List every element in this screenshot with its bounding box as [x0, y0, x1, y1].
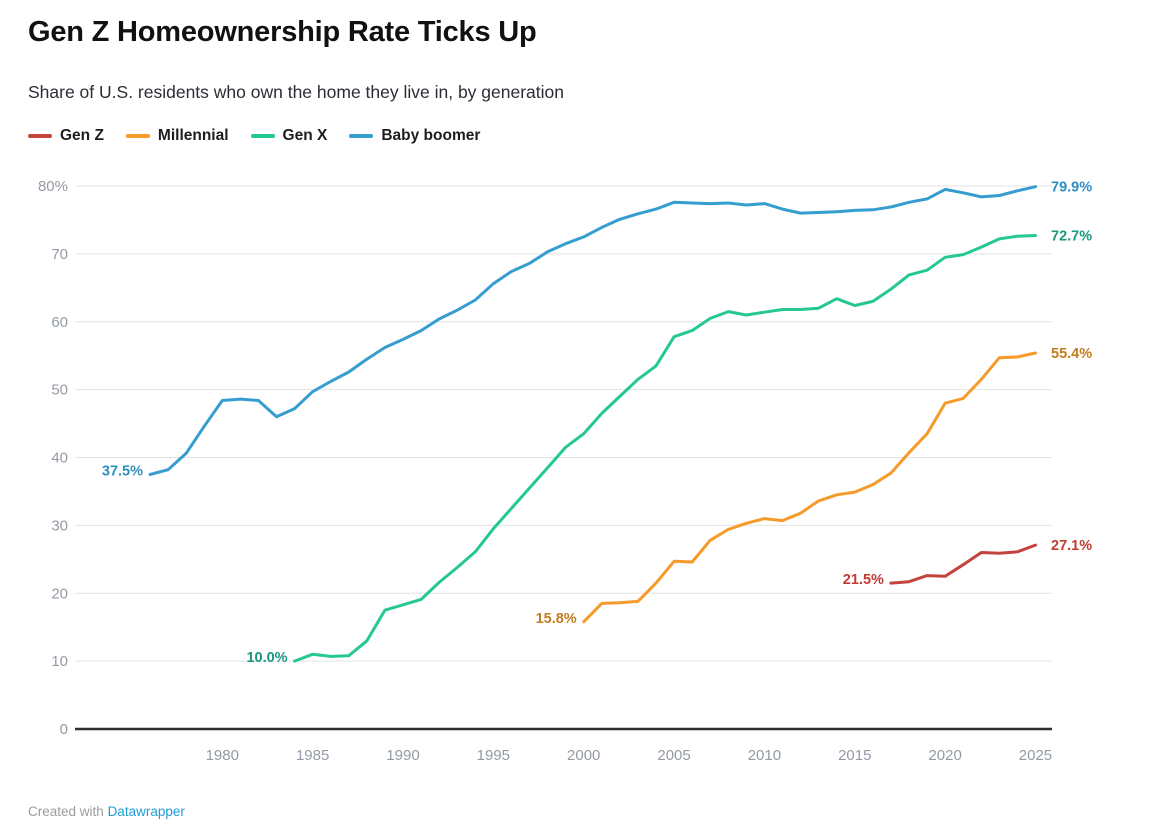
x-tick-label: 2020 [928, 747, 961, 764]
legend-label: Gen X [282, 127, 328, 144]
datawrapper-link[interactable]: Datawrapper [107, 804, 185, 819]
x-tick-label: 1980 [206, 747, 239, 764]
series-end-label: 79.9% [1051, 180, 1092, 196]
x-tick-label: 2000 [567, 747, 600, 764]
y-tick-label: 30 [51, 517, 68, 534]
y-tick-label: 70 [51, 246, 68, 263]
x-tick-label: 1990 [386, 747, 419, 764]
legend-swatch-gen-z [28, 134, 52, 138]
attribution: Created with Datawrapper [28, 804, 185, 819]
series-end-label: 55.4% [1051, 346, 1092, 362]
legend-item-millennial: Millennial [125, 127, 229, 145]
legend-swatch-gen-x [250, 134, 275, 138]
attribution-prefix: Created with [28, 804, 104, 819]
x-tick-label: 2005 [657, 747, 690, 764]
x-tick-label: 1985 [296, 747, 329, 764]
chart-subtitle: Share of U.S. residents who own the home… [28, 82, 564, 102]
legend-label: Millennial [157, 127, 229, 144]
y-tick-label: 0 [60, 721, 68, 738]
series-start-label: 10.0% [246, 650, 287, 666]
y-tick-label: 50 [51, 382, 68, 399]
legend-swatch-baby-boomer [349, 134, 374, 138]
series-line-gen-z [889, 543, 1037, 585]
series-line-gen-x [293, 234, 1037, 663]
x-tick-label: 2025 [1019, 747, 1052, 764]
chart-legend: Gen Z Millennial Gen X Baby boomer [28, 127, 480, 145]
series-start-label: 15.8% [536, 611, 577, 627]
series-end-label: 27.1% [1051, 538, 1092, 554]
legend-label: Gen Z [60, 127, 104, 144]
page-title: Gen Z Homeownership Rate Ticks Up [28, 16, 537, 48]
y-tick-label: 80% [38, 178, 68, 195]
y-tick-label: 60 [51, 314, 68, 331]
legend-swatch-millennial [125, 134, 150, 138]
legend-item-gen-x: Gen X [250, 127, 328, 145]
series-start-label: 37.5% [102, 463, 143, 479]
y-tick-label: 40 [51, 450, 68, 467]
series-line-millennial [582, 351, 1037, 624]
y-tick-label: 20 [51, 585, 68, 602]
series-end-label: 72.7% [1051, 229, 1092, 245]
legend-item-gen-z: Gen Z [28, 127, 104, 145]
series-line-baby-boomer [148, 185, 1037, 476]
x-tick-label: 2010 [748, 747, 781, 764]
x-tick-label: 1995 [477, 747, 510, 764]
x-tick-label: 2015 [838, 747, 871, 764]
legend-label: Baby boomer [381, 127, 481, 144]
y-tick-label: 10 [51, 653, 68, 670]
legend-item-baby-boomer: Baby boomer [349, 127, 480, 145]
series-start-label: 21.5% [843, 572, 884, 588]
